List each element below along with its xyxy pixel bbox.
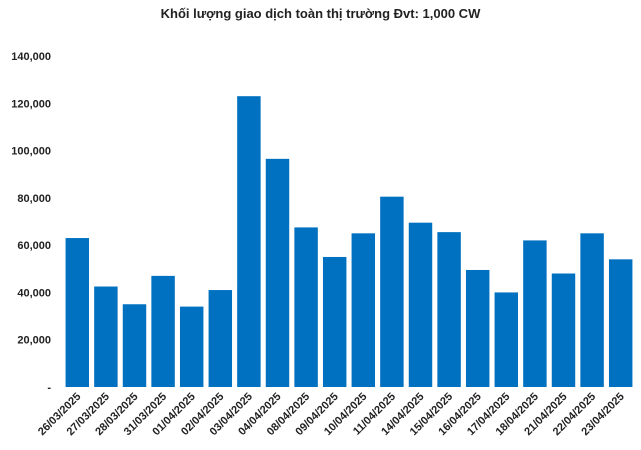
bar — [94, 286, 118, 387]
bar — [122, 304, 147, 387]
y-tick-label: 80,000 — [17, 193, 51, 205]
y-tick-label: 40,000 — [17, 287, 51, 299]
y-tick-label: 60,000 — [17, 240, 51, 252]
bar — [151, 275, 175, 387]
bar — [208, 290, 233, 387]
bar — [65, 238, 90, 387]
bar — [351, 233, 376, 387]
y-tick-label: 100,000 — [11, 146, 51, 158]
x-axis: 26/03/202527/03/202528/03/202531/03/2025… — [36, 391, 627, 438]
bar — [265, 158, 290, 387]
bar — [294, 227, 318, 387]
bar — [551, 273, 576, 387]
y-tick-label: 20,000 — [17, 335, 51, 347]
y-tick-label: - — [47, 382, 51, 394]
bar — [608, 259, 633, 387]
y-tick-label: 120,000 — [11, 98, 51, 110]
bar — [494, 292, 519, 387]
bar — [523, 240, 547, 387]
bar — [465, 269, 490, 387]
bar — [408, 222, 433, 387]
bar — [380, 196, 404, 387]
bar — [179, 306, 204, 387]
y-tick-label: 140,000 — [11, 51, 51, 63]
y-axis: - 20,000 40,000 60,000 80,000 100,000 120,000 1… — [11, 51, 51, 394]
bar — [580, 233, 604, 387]
chart-title: Khối lượng giao dịch toàn thị trường Đvt… — [160, 6, 481, 21]
bar — [237, 96, 261, 387]
bar — [437, 232, 461, 387]
bar — [322, 256, 347, 387]
bars-group — [65, 96, 633, 387]
